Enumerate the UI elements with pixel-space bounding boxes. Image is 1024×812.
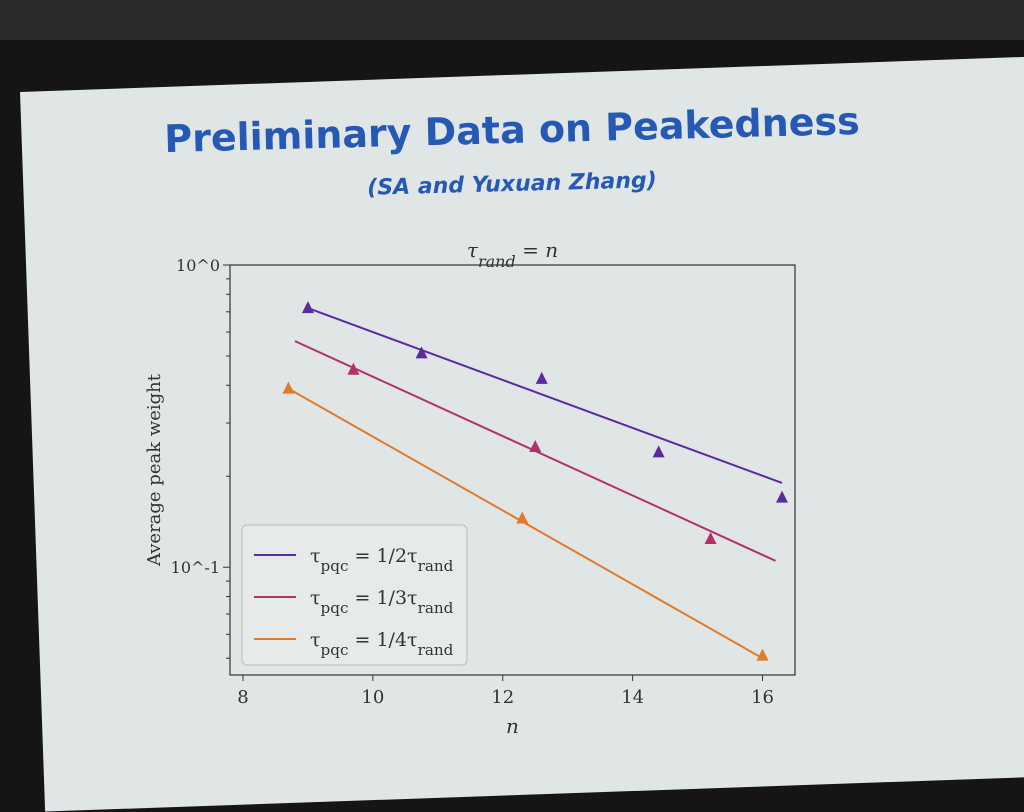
y-axis-label: Average peak weight [144,373,165,567]
data-point-triangle [516,511,529,524]
data-point-triangle [776,490,789,503]
plot-frame [229,264,796,676]
data-point-triangle [282,381,295,394]
data-point-triangle [535,371,548,384]
data-point-triangle [652,445,665,458]
x-tick-label: 12 [491,687,514,708]
legend-label: τpqc = 1/3τrand [310,587,454,617]
series-2 [294,340,776,562]
data-point-triangle [347,362,360,375]
legend: τpqc = 1/2τrand τpqc = 1/3τrand τpqc = 1/4… [241,524,468,666]
x-tick-label: 8 [237,687,248,708]
legend-label: τpqc = 1/2τrand [310,545,454,575]
data-point-triangle [756,648,769,661]
data-point-triangle [704,532,717,545]
y-tick-label: 10^0 [176,256,220,275]
data-point-triangle [415,346,428,359]
x-axis-label: n [506,714,519,738]
legend-box [241,524,468,666]
data-point-triangle [529,439,542,452]
y-tick-label: 10^-1 [171,558,220,577]
x-tick-label: 14 [621,687,644,708]
chart-title: τrand = n [467,238,558,271]
series-1 [301,301,789,503]
screen-top-edge [0,0,1024,40]
x-tick-label: 16 [751,687,774,708]
chart: τrand = n 8 10 12 14 16 10^0 10^-1 n Average peak… [144,238,796,738]
data-point-triangle [301,301,314,314]
series-3 [282,381,769,661]
legend-label: τpqc = 1/4τrand [310,629,454,659]
fit-line [307,307,783,484]
x-tick-label: 10 [361,687,384,708]
